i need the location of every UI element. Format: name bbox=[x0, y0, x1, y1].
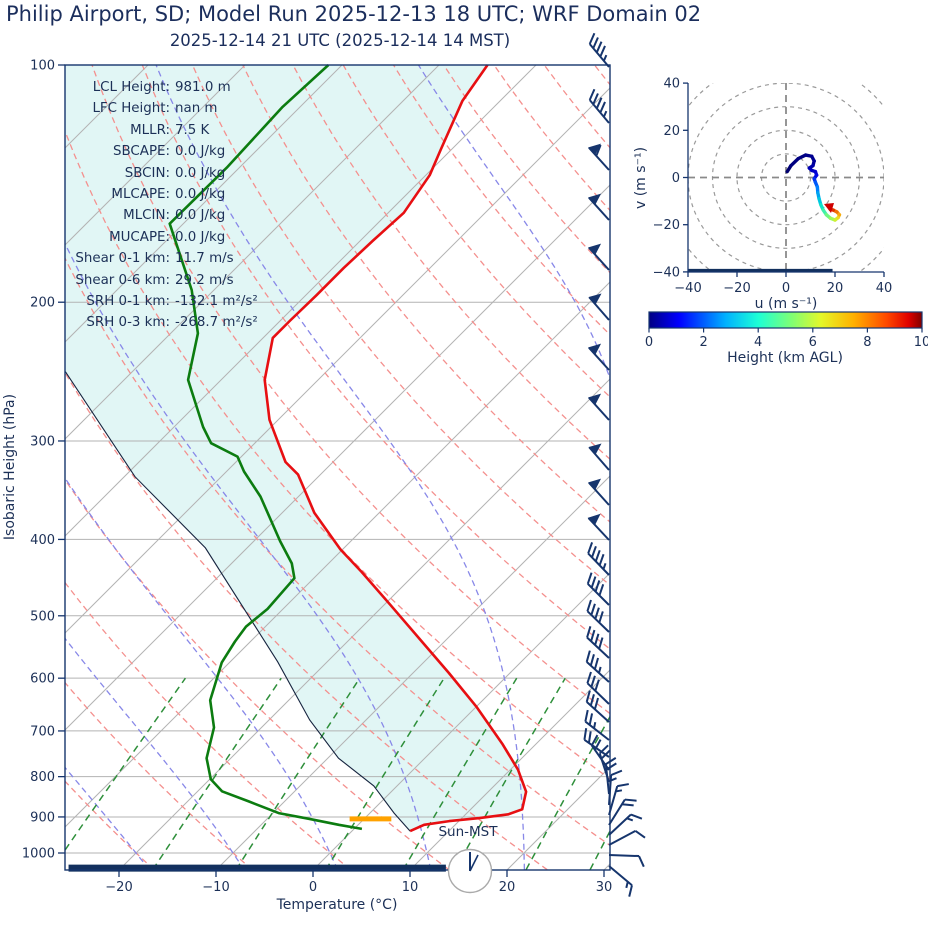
stat-label: LCL Height: bbox=[92, 80, 170, 95]
svg-text:−20: −20 bbox=[105, 880, 132, 895]
stat-value: 0.0 J/kg bbox=[175, 165, 226, 181]
skewt-background-lines bbox=[64, 64, 611, 871]
stat-label: MLCAPE: bbox=[111, 187, 170, 203]
stat-label: SBCAPE: bbox=[112, 144, 170, 160]
stat-label: SRH 0-1 km: bbox=[86, 294, 170, 310]
stat-label: SBCIN: bbox=[124, 165, 170, 181]
wind-barbs bbox=[583, 32, 646, 897]
height-colorbar: 0 2 4 6 8 10 bbox=[645, 311, 928, 350]
stat-value: 11.7 m/s bbox=[175, 251, 234, 267]
stat-value: 29.2 m/s bbox=[175, 272, 234, 288]
stat-label: Shear 0-1 km: bbox=[75, 251, 170, 267]
svg-text:40: 40 bbox=[876, 281, 893, 296]
svg-text:6: 6 bbox=[809, 335, 817, 350]
svg-text:2: 2 bbox=[699, 335, 707, 350]
stat-value: nan m bbox=[175, 101, 218, 117]
stat-value: 0.0 J/kg bbox=[175, 187, 226, 203]
valid-time-subtitle: 2025-12-14 21 UTC (2025-12-14 14 MST) bbox=[169, 31, 511, 50]
hodograph-y-label: v (m s⁻¹) bbox=[633, 147, 649, 209]
sun-time-label: Sun-MST bbox=[438, 824, 498, 840]
sounding-curves bbox=[64, 64, 528, 833]
sounding-stats-panel: LCL Height: 981.0 m LFC Height: nan m MLLR: 7… bbox=[58, 77, 258, 334]
svg-text:0: 0 bbox=[645, 335, 653, 350]
stat-label: MUCAPE: bbox=[109, 229, 170, 245]
stat-value: -132.1 m²/s² bbox=[175, 294, 258, 310]
svg-text:30: 30 bbox=[596, 880, 613, 895]
svg-text:8: 8 bbox=[863, 335, 871, 350]
stat-value: -268.7 m²/s² bbox=[175, 315, 258, 331]
sun-clock-icon bbox=[447, 848, 493, 894]
svg-text:−40: −40 bbox=[674, 281, 701, 296]
stat-label: MLLR: bbox=[130, 122, 170, 138]
svg-text:−20: −20 bbox=[723, 281, 750, 296]
hodograph: −40 −20 0 20 40 −40 −20 0 20 40 bbox=[653, 77, 893, 296]
level-markers bbox=[68, 816, 446, 872]
svg-text:−40: −40 bbox=[653, 265, 680, 280]
y-axis-label: Isobaric Height (hPa) bbox=[2, 394, 18, 540]
colorbar-label: Height (km AGL) bbox=[727, 350, 843, 366]
svg-text:0: 0 bbox=[672, 171, 680, 186]
stat-label: MLCIN: bbox=[123, 208, 170, 224]
svg-text:600: 600 bbox=[30, 672, 55, 687]
skewt-axes: 100 200 300 400 500 600 700 800 900 1000 −20 −10 0 10… bbox=[22, 59, 612, 896]
svg-text:4: 4 bbox=[754, 335, 762, 350]
svg-text:0: 0 bbox=[309, 880, 317, 895]
svg-text:20: 20 bbox=[827, 281, 844, 296]
stat-value: 0.0 J/kg bbox=[175, 144, 226, 160]
stat-label: LFC Height: bbox=[92, 101, 170, 117]
stat-label: SRH 0-3 km: bbox=[86, 315, 170, 331]
svg-text:800: 800 bbox=[30, 770, 55, 785]
svg-text:200: 200 bbox=[30, 296, 55, 311]
svg-text:10: 10 bbox=[914, 335, 928, 350]
stat-value: 981.0 m bbox=[175, 80, 231, 95]
svg-text:0: 0 bbox=[782, 281, 790, 296]
stat-label: Shear 0-6 km: bbox=[75, 272, 170, 288]
svg-text:−10: −10 bbox=[202, 880, 229, 895]
stat-value: 7.5 K bbox=[175, 122, 210, 138]
svg-text:−20: −20 bbox=[653, 218, 680, 233]
x-axis-label: Temperature (°C) bbox=[276, 897, 398, 913]
svg-text:100: 100 bbox=[30, 59, 55, 74]
svg-text:20: 20 bbox=[499, 880, 516, 895]
svg-text:900: 900 bbox=[30, 810, 55, 825]
page-title: Philip Airport, SD; Model Run 2025-12-13… bbox=[6, 2, 702, 26]
hodograph-x-label: u (m s⁻¹) bbox=[755, 296, 818, 312]
svg-text:10: 10 bbox=[402, 880, 419, 895]
svg-text:40: 40 bbox=[663, 77, 680, 92]
stat-value: 0.0 J/kg bbox=[175, 208, 226, 224]
svg-text:20: 20 bbox=[663, 124, 680, 139]
svg-text:400: 400 bbox=[30, 533, 55, 548]
svg-text:700: 700 bbox=[30, 724, 55, 739]
svg-text:300: 300 bbox=[30, 434, 55, 449]
svg-text:1000: 1000 bbox=[22, 847, 55, 862]
svg-text:500: 500 bbox=[30, 609, 55, 624]
stat-value: 0.0 J/kg bbox=[175, 229, 226, 245]
